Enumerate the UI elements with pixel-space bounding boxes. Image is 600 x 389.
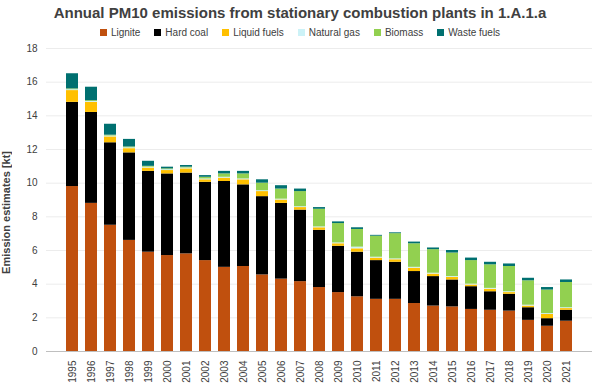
svg-text:2002: 2002 [200,360,211,383]
html-text:Hard coal: Hard coal [165,26,209,38]
html-text:Liquid fuels: Liquid fuels [233,26,284,38]
svg-text:2017: 2017 [485,360,496,383]
html-text:Lignite: Lignite [110,26,141,38]
svg-text:2019: 2019 [523,360,534,383]
svg-text:2012: 2012 [390,360,401,383]
svg-text:1996: 1996 [86,360,97,383]
svg-text:1998: 1998 [124,360,135,383]
svg-text:2005: 2005 [257,360,268,383]
svg-text:2009: 2009 [333,360,344,383]
svg-text:2010: 2010 [352,360,363,383]
html-text:Annual PM10 emissions from sta: Annual PM10 emissions from stationary co… [53,4,547,21]
svg-text:2001: 2001 [181,360,192,383]
svg-text:1997: 1997 [105,360,116,383]
svg-text:2007: 2007 [295,360,306,383]
svg-text:4: 4 [32,278,38,289]
svg-text:2000: 2000 [162,360,173,383]
svg-text:10: 10 [26,177,38,188]
svg-text:1995: 1995 [67,360,78,383]
svg-text:1999: 1999 [143,360,154,383]
html-text:Biomass: Biomass [384,26,424,38]
svg-text:8: 8 [32,211,38,222]
svg-text:2018: 2018 [504,360,515,383]
svg-text:2014: 2014 [428,360,439,383]
html-text:Natural gas: Natural gas [308,26,360,38]
svg-text:2013: 2013 [409,360,420,383]
svg-text:2: 2 [32,312,38,323]
svg-text:0: 0 [32,346,38,357]
svg-text:2015: 2015 [447,360,458,383]
svg-text:18: 18 [26,43,38,54]
svg-text:2021: 2021 [561,360,572,383]
html-text:Waste fuels: Waste fuels [448,26,501,38]
svg-text:12: 12 [26,144,38,155]
html-text:Emission estimates [kt]: Emission estimates [kt] [0,151,12,274]
svg-text:2016: 2016 [466,360,477,383]
svg-text:6: 6 [32,245,38,256]
svg-text:16: 16 [26,76,38,87]
svg-text:2020: 2020 [542,360,553,383]
svg-text:2008: 2008 [314,360,325,383]
svg-text:2003: 2003 [219,360,230,383]
svg-text:14: 14 [26,110,38,121]
svg-text:2006: 2006 [276,360,287,383]
svg-text:2011: 2011 [371,360,382,382]
svg-text:2004: 2004 [238,360,249,383]
